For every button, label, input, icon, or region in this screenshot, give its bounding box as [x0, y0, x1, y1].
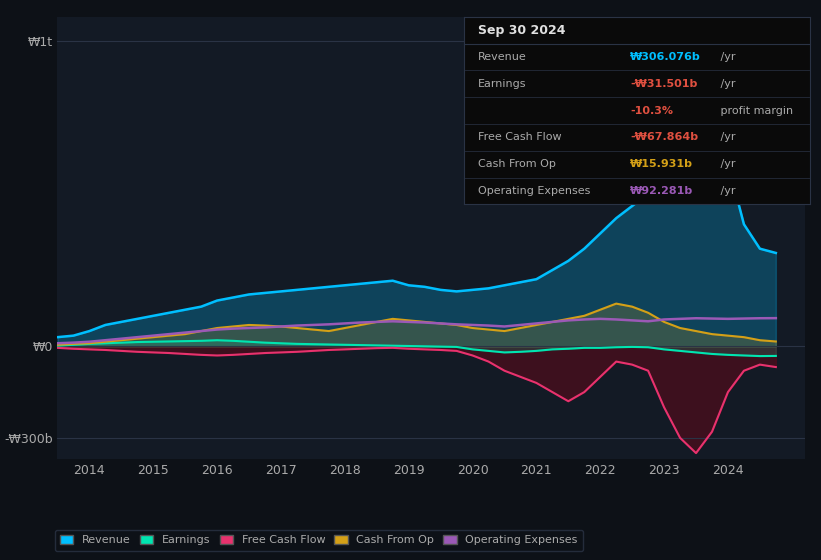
Text: -10.3%: -10.3%: [631, 106, 673, 115]
Text: Sep 30 2024: Sep 30 2024: [478, 24, 565, 37]
Text: -₩31.501b: -₩31.501b: [631, 79, 698, 89]
Text: /yr: /yr: [717, 132, 736, 142]
Text: /yr: /yr: [717, 79, 736, 89]
Text: /yr: /yr: [717, 186, 736, 196]
Text: Earnings: Earnings: [478, 79, 526, 89]
Text: Operating Expenses: Operating Expenses: [478, 186, 590, 196]
Text: /yr: /yr: [717, 159, 736, 169]
Text: profit margin: profit margin: [717, 106, 793, 115]
Text: ₩92.281b: ₩92.281b: [631, 186, 694, 196]
Legend: Revenue, Earnings, Free Cash Flow, Cash From Op, Operating Expenses: Revenue, Earnings, Free Cash Flow, Cash …: [54, 530, 584, 551]
Text: /yr: /yr: [717, 52, 736, 62]
Text: ₩15.931b: ₩15.931b: [631, 159, 693, 169]
Text: ₩306.076b: ₩306.076b: [631, 52, 701, 62]
Text: Cash From Op: Cash From Op: [478, 159, 556, 169]
Text: -₩67.864b: -₩67.864b: [631, 132, 699, 142]
Text: Free Cash Flow: Free Cash Flow: [478, 132, 562, 142]
Text: Revenue: Revenue: [478, 52, 526, 62]
